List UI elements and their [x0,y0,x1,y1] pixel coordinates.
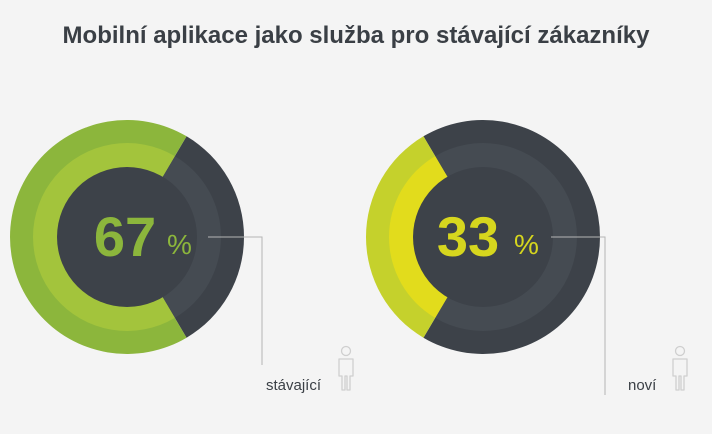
leader-line [551,236,606,395]
donut-center [413,167,553,307]
person-icon-body [338,358,354,391]
person-icon-body [672,358,688,391]
page-title: Mobilní aplikace jako služba pro stávají… [62,22,650,49]
percent-sign: % [167,229,192,260]
percent-value: 67 [94,205,156,268]
percent-sign: % [514,229,539,260]
percent-value: 33 [437,205,499,268]
person-icon-head [674,345,686,357]
donut-chart-2: 33 % noví [365,119,688,395]
category-label: noví [628,377,657,394]
person-icon [672,345,688,391]
category-label: stávající [266,377,322,394]
person-icon [338,345,354,391]
donut-center [57,167,197,307]
person-icon-head [340,345,352,357]
leader-line [208,236,263,365]
donut-chart-1: 67 % stávající [10,120,354,394]
